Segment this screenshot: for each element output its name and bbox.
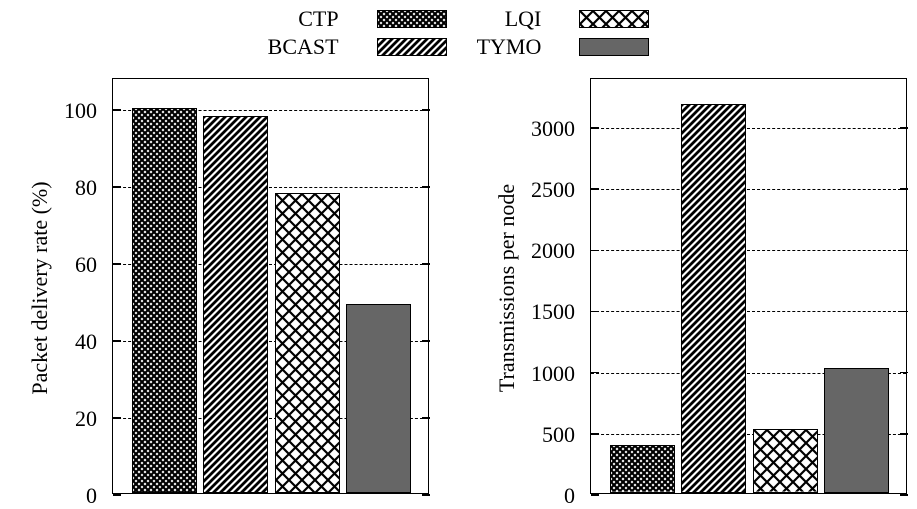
tick-mark [900, 127, 908, 129]
bar-bcast [681, 104, 746, 493]
legend-swatch-bcast [377, 38, 447, 56]
legend-swatch-tymo [579, 38, 649, 56]
bar-ctp [132, 108, 197, 493]
ytick-label: 1000 [517, 361, 575, 387]
legend-grid: CTP LQI BCAST TYMO [268, 6, 650, 60]
tick-mark [591, 250, 599, 252]
bar-tymo [346, 304, 411, 493]
legend-label: CTP [268, 6, 347, 32]
bar-tymo [824, 368, 889, 493]
tick-mark [900, 188, 908, 190]
tick-mark [422, 263, 430, 265]
bar-lqi [753, 429, 818, 493]
ytick-label: 80 [39, 175, 97, 201]
tick-mark [900, 372, 908, 374]
ytick-label: 0 [39, 483, 97, 509]
tick-mark [591, 188, 599, 190]
legend-label: BCAST [268, 34, 347, 60]
tick-mark [900, 433, 908, 435]
ytick-label: 100 [39, 98, 97, 124]
legend: CTP LQI BCAST TYMO [0, 6, 917, 60]
grid-line [591, 189, 906, 190]
legend-swatch-ctp [377, 10, 447, 28]
tick-mark [113, 186, 121, 188]
ytick-label: 3000 [517, 116, 575, 142]
right-chart-plot: 050010001500200025003000 [590, 78, 907, 494]
bar-bcast [203, 116, 268, 493]
tick-mark [591, 433, 599, 435]
ytick-label: 2500 [517, 177, 575, 203]
tick-mark [422, 186, 430, 188]
tick-mark [113, 417, 121, 419]
tick-mark [591, 494, 599, 496]
tick-mark [591, 372, 599, 374]
ytick-label: 1500 [517, 299, 575, 325]
tick-mark [591, 311, 599, 313]
ytick-label: 60 [39, 252, 97, 278]
tick-mark [113, 109, 121, 111]
ytick-label: 0 [517, 483, 575, 509]
tick-mark [422, 340, 430, 342]
tick-mark [113, 494, 121, 496]
tick-mark [900, 311, 908, 313]
grid-line [591, 311, 906, 312]
left-chart-plot: 020406080100 [112, 78, 429, 494]
tick-mark [113, 340, 121, 342]
bar-lqi [275, 193, 340, 493]
grid-line [591, 128, 906, 129]
tick-mark [113, 263, 121, 265]
tick-mark [422, 109, 430, 111]
legend-label: TYMO [477, 34, 550, 60]
bar-ctp [610, 445, 675, 493]
tick-mark [900, 494, 908, 496]
tick-mark [422, 494, 430, 496]
tick-mark [591, 127, 599, 129]
ytick-label: 40 [39, 329, 97, 355]
grid-line [591, 250, 906, 251]
legend-swatch-lqi [579, 10, 649, 28]
tick-mark [900, 250, 908, 252]
legend-label: LQI [477, 6, 550, 32]
tick-mark [422, 417, 430, 419]
ytick-label: 2000 [517, 238, 575, 264]
ytick-label: 20 [39, 406, 97, 432]
ytick-label: 500 [517, 422, 575, 448]
